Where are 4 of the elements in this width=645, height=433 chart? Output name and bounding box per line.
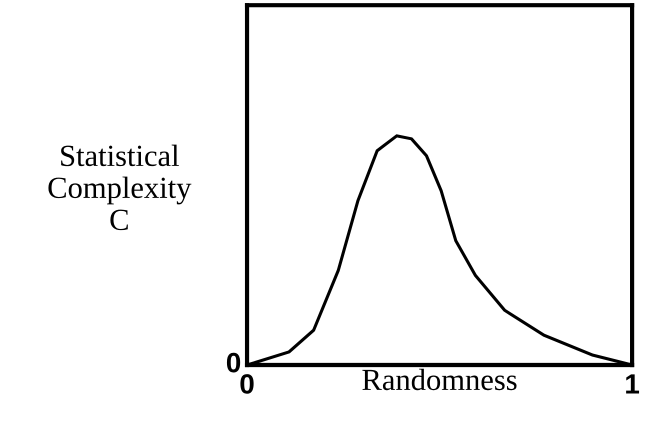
x-tick-label: 1 [626,374,640,394]
text: 0 [226,352,240,372]
x-axis-title: Randomness [362,368,517,390]
y-axis-title: Statistical Complexity C [48,144,192,230]
